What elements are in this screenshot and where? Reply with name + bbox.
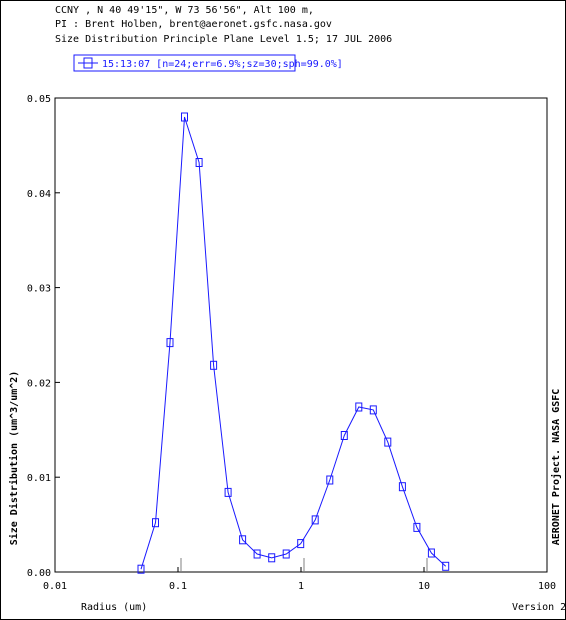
- x-tick-label: 100: [538, 581, 556, 592]
- data-point-marker: [137, 564, 145, 574]
- y-tick-label: 0.04: [27, 189, 51, 200]
- y-axis-label: Size Distribution (um^3/um^2): [8, 371, 20, 546]
- data-point-marker: [210, 360, 218, 370]
- data-point-marker: [181, 112, 188, 122]
- header-line-2: PI : Brent Holben, brent@aeronet.gsfc.na…: [55, 19, 332, 30]
- y-tick-label: 0.00: [27, 568, 51, 579]
- x-axis-label: Radius (um): [81, 602, 147, 613]
- data-point-marker: [413, 522, 421, 532]
- data-point-marker: [282, 549, 290, 559]
- data-point-marker: [253, 549, 261, 559]
- data-point-marker: [326, 475, 334, 485]
- legend: 15:13:07 [n=24;err=6.9%;sz=30;sph=99.0%]: [73, 54, 343, 72]
- data-point-marker: [369, 405, 377, 415]
- y-tick-label: 0.03: [27, 284, 51, 295]
- data-point-marker: [442, 561, 450, 571]
- credit-label: AERONET Project. NASA GSFC: [550, 389, 562, 546]
- series-layer: [137, 112, 450, 574]
- x-tick-label: 0.01: [43, 581, 67, 592]
- header-line-3: Size Distribution Principle Plane Level …: [55, 34, 392, 45]
- data-point-marker: [166, 338, 174, 348]
- data-point-marker: [398, 482, 406, 492]
- plot-area: [54, 97, 548, 573]
- y-tick-label: 0.02: [27, 378, 51, 389]
- data-point-marker: [340, 431, 348, 440]
- x-tick-label: 1: [298, 581, 304, 592]
- data-point-marker: [224, 487, 232, 497]
- series-line: [140, 116, 447, 570]
- data-point-marker: [384, 437, 392, 447]
- y-axis-ticks: 0.00 0.01 0.02 0.03 0.04 0.05: [27, 94, 60, 579]
- y-tick-label: 0.05: [27, 94, 51, 105]
- data-point-marker: [195, 158, 203, 167]
- x-axis-ticks: 0.01 0.1 1 10 100: [43, 567, 556, 592]
- data-point-marker: [268, 553, 276, 563]
- legend-marker-sample: [83, 57, 93, 69]
- version-label: Version 2: [512, 602, 566, 613]
- data-point-marker: [239, 535, 247, 545]
- reference-ticks: [180, 558, 428, 572]
- legend-box: [73, 54, 296, 72]
- data-point-marker: [355, 402, 363, 412]
- data-point-marker: [297, 539, 305, 549]
- header-line-1: CCNY , N 40 49'15", W 73 56'56", Alt 100…: [55, 5, 314, 16]
- legend-series-label: 15:13:07 [n=24;err=6.9%;sz=30;sph=99.0%]: [102, 59, 343, 70]
- x-tick-label: 0.1: [169, 581, 187, 592]
- data-point-marker: [311, 515, 319, 525]
- x-tick-label: 10: [418, 581, 430, 592]
- y-tick-label: 0.01: [27, 473, 51, 484]
- data-point-marker: [152, 518, 159, 528]
- data-point-marker: [427, 548, 435, 558]
